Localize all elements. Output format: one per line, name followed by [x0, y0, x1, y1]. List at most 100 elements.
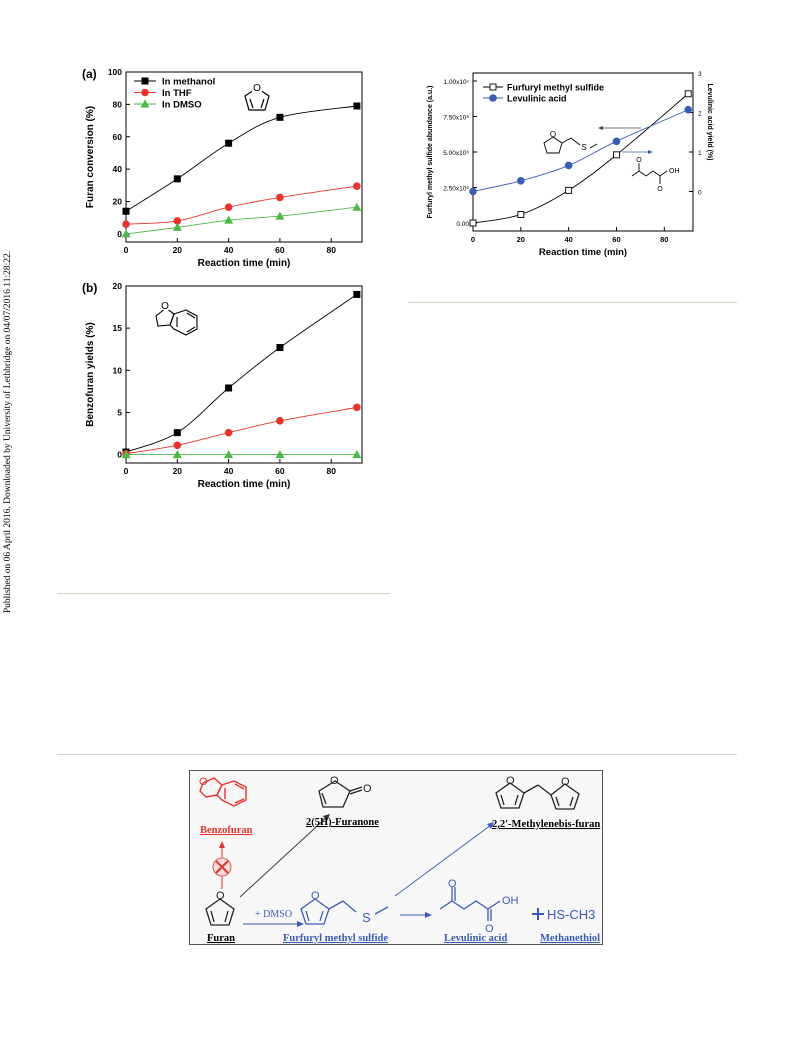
fms-s-label: S [362, 910, 371, 925]
furan-structure-icon [244, 87, 270, 111]
legend-marker [140, 99, 150, 108]
data-point [353, 290, 361, 298]
series-line-in-dmso [125, 206, 357, 235]
y-tick-label-left: 5.00x10⁶ [443, 150, 469, 157]
data-point [275, 450, 285, 459]
x-axis-label: Reaction time (min) [539, 247, 627, 258]
levulinic-o2-label: O [485, 923, 494, 935]
data-point [173, 175, 181, 183]
x-tick-label: 40 [224, 466, 234, 476]
legend-label: Furfuryl methyl sulfide [507, 83, 604, 93]
levulinic-oh-label: OH [502, 895, 519, 907]
furfuryl-methyl-sulfide-structure-icon [300, 898, 389, 925]
divider-left-lower [57, 593, 390, 594]
furanone-o2-label: O [363, 783, 372, 795]
x-tick-label: 40 [564, 235, 572, 244]
data-point [224, 203, 233, 211]
x-tick-label: 20 [173, 245, 183, 255]
x-tick-label: 20 [173, 466, 183, 476]
legend-label: In THF [162, 88, 192, 99]
data-point [565, 186, 573, 194]
levulinic-acid-structure-icon [631, 163, 668, 184]
y-tick-label: 40 [113, 164, 123, 174]
methylenebis-o2-label: O [561, 776, 570, 788]
x-axis-label: Reaction time (min) [198, 479, 291, 490]
data-point [469, 187, 477, 196]
fms-o-label: O [311, 890, 320, 902]
y-tick-label: 0 [117, 450, 122, 460]
data-point [353, 102, 361, 110]
data-point [612, 137, 621, 146]
x-tick-label: 60 [275, 466, 285, 476]
y-tick-label: 0 [117, 229, 122, 239]
data-point [353, 403, 361, 412]
divider-full-width [57, 754, 737, 755]
data-point [121, 450, 131, 459]
y-tick-label: 20 [113, 197, 123, 207]
furanone-structure-icon [318, 780, 363, 808]
y-axis-label: Benzofuran yields (%) [85, 322, 96, 426]
methanethiol-label: Methanethiol [540, 933, 600, 944]
x-tick-label: 0 [124, 245, 129, 255]
levulinic-acid-structure-icon [439, 887, 501, 921]
levulinic-label: Levulinic acid [444, 933, 507, 944]
data-point [517, 211, 525, 218]
y-tick-label-right: 0 [698, 190, 702, 197]
data-point [275, 211, 285, 220]
benzofuran-label: Benzofuran [200, 825, 253, 836]
legend-marker [141, 88, 149, 97]
data-point [684, 105, 693, 114]
methylenebis-o1-label: O [506, 775, 515, 787]
legend-marker [141, 77, 149, 85]
data-point [122, 207, 130, 215]
data-point [352, 202, 362, 211]
x-tick-label: 80 [326, 245, 336, 255]
y-tick-label: 15 [113, 323, 123, 333]
y-axis-label-right: Levulinic acid yield (%) [706, 83, 713, 160]
furanone-label: 2(5H)-Furanone [306, 817, 379, 828]
y-tick-label-right: 2 [698, 111, 702, 118]
x-tick-label: 0 [471, 235, 475, 244]
plot-frame [125, 71, 363, 243]
panel-label: (a) [82, 67, 97, 81]
data-point [173, 429, 181, 437]
legend-marker [489, 94, 497, 102]
data-point [225, 384, 233, 392]
data-point [172, 450, 182, 459]
y-tick-label: 100 [108, 67, 122, 77]
x-tick-label: 0 [124, 466, 129, 476]
data-point [276, 193, 284, 202]
benzofuran-o-mask [160, 300, 170, 310]
x-tick-label: 20 [517, 235, 525, 244]
legend-label: In DMSO [162, 100, 202, 111]
data-point [469, 219, 477, 227]
figure-b: 0 20 40 60 80 0 5 10 15 20 Reaction time (min) Benz… [82, 281, 363, 490]
data-point [613, 151, 620, 159]
y-tick-label-left: 0.00 [456, 221, 469, 228]
y-tick-label-left: 2.50x10⁶ [443, 186, 469, 193]
panel-label: (b) [82, 281, 97, 295]
divider-right-upper [408, 302, 737, 303]
benzofuran-structure-icon [155, 307, 198, 336]
data-point [225, 139, 233, 147]
data-point [276, 417, 284, 425]
furanone-o-label: O [330, 775, 339, 787]
benzofuran-o-label: O [199, 776, 208, 788]
furfuryl-methyl-sulfide-structure-icon [543, 136, 598, 154]
series-line-0 [125, 294, 358, 453]
data-point [564, 161, 573, 170]
series-line-furfuryl-methyl-sulfide [472, 93, 689, 224]
cross-icon-2 [215, 860, 229, 874]
y-axis-label: Furan conversion (%) [85, 106, 96, 208]
series-line-1 [125, 406, 357, 455]
annotation-arrow-left-head [598, 126, 603, 130]
figure-c: 0 20 40 60 800.002.50x10⁶5.00x10⁶7.50x10⁶1.0… [427, 71, 713, 258]
data-point [684, 90, 692, 98]
data-point [517, 177, 525, 185]
y-tick-label-left: 7.50x10⁶ [443, 115, 469, 122]
levulinic-o1-label: O [448, 878, 457, 890]
levulinic-oh-label: OH [669, 168, 680, 175]
x-axis-label: Reaction time (min) [198, 258, 291, 269]
levulinic-o2-label: O [657, 186, 663, 193]
furan-o-label: O [253, 83, 261, 94]
